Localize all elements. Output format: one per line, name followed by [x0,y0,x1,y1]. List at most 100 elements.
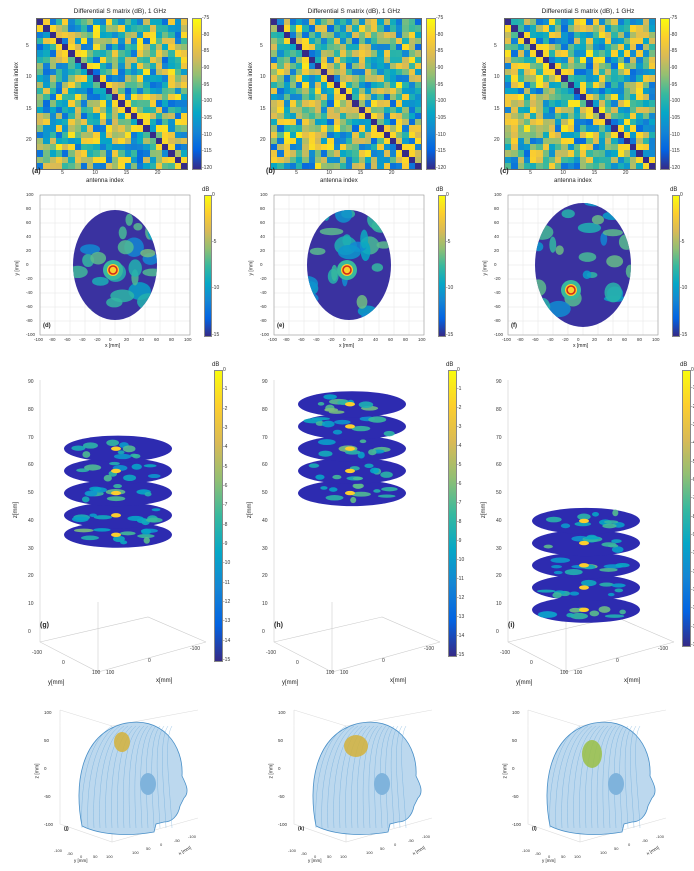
heatmap-cell [573,50,580,57]
heatmap-cell [352,156,359,163]
heatmap-cell [289,87,296,94]
target-region [344,735,368,757]
heatmap-cell [321,37,328,44]
blob [371,263,384,272]
heatmap-cell [112,162,119,169]
z-tick-label: 50 [44,738,50,743]
heatmap-cell [523,19,530,26]
heatmap-cell [542,50,549,57]
blob [356,295,368,309]
heatmap-cell [402,150,409,157]
mesh-line [99,725,125,829]
heatmap-cell [358,50,365,57]
heatmap-cell [346,25,353,32]
heatmap-cell [573,81,580,88]
heatmap-cell [339,144,346,151]
heatmap-cell [302,137,309,144]
heatmap-cell [162,37,169,44]
heatmap-cell [37,44,44,51]
slice-disk [64,521,172,548]
heatmap-cell [149,150,156,157]
heatmap-cell [105,19,112,26]
heatmap-cell [352,44,359,51]
heatmap-cell [55,19,62,26]
heatmap-cell [408,150,415,157]
heatmap-cell [68,144,75,151]
heatmap-cell [402,137,409,144]
heatmap-cell [408,81,415,88]
heatmap-cell [277,25,284,32]
heatmap-cell [630,75,637,82]
z-tick-label: 0 [496,629,499,635]
3d-axes [273,380,441,673]
heatmap-cell [389,94,396,101]
z-tick-label: 30 [262,545,268,552]
heatmap-cell [530,87,537,94]
heatmap-cell [586,31,593,38]
heatmap-cell [339,112,346,119]
colorbar-tick-label: -15 [446,332,454,338]
heatmap-cell [43,131,50,138]
heatmap-cell [296,87,303,94]
blob [625,264,631,279]
slice-stack-plot [507,380,675,673]
heatmap-cell [517,75,524,82]
heatmap-cell [383,144,390,151]
heatmap-cell [383,31,390,38]
heatmap-cell [277,112,284,119]
heatmap-cell [168,156,175,163]
heatmap-cell [302,119,309,126]
heatmap-cell [377,150,384,157]
blob [555,245,564,255]
heatmap-cell [43,62,50,69]
heatmap-cell [402,162,409,169]
heatmap-cell [617,162,624,169]
heatmap-cell [124,31,131,38]
colorbar-tick-label: -5 [223,463,228,470]
slice-disk [532,552,640,579]
heatmap-cell [62,75,69,82]
heatmap-cell [180,81,187,88]
heatmap-cell [636,69,643,76]
heatmap-cell [642,81,649,88]
x-tick-label: -40 [313,337,320,342]
heatmap-cell [112,137,119,144]
heatmap-cell [530,162,537,169]
y-tick-label: -80 [260,318,267,323]
heatmap-cell [555,50,562,57]
heatmap-cell [408,112,415,119]
heatmap-cell [74,131,81,138]
heatmap-cell [630,87,637,94]
y-tick-label: 50 [561,854,566,859]
heatmap-cell [339,106,346,113]
heatmap-cell [592,112,599,119]
heatmap-cell [592,37,599,44]
heatmap-cell [321,156,328,163]
heatmap-cell [37,37,44,44]
heatmap-cell [548,75,555,82]
heatmap-cell [592,156,599,163]
heatmap-cell [302,75,309,82]
z-axis-label: z [mm] [502,763,509,779]
x-axis-label: antenna index [320,178,358,184]
heatmap-cell [505,94,512,101]
heatmap-cell [573,31,580,38]
heatmap-cell [168,81,175,88]
heatmap-cell [573,106,580,113]
heatmap-cell [542,19,549,26]
heatmap-cell [277,50,284,57]
y-tick-label: -20 [26,276,33,281]
heatmap-cell [174,100,181,107]
z-tick-label: 60 [28,462,34,469]
heatmap-cell [168,131,175,138]
heatmap-cell [283,31,290,38]
heatmap-cell [124,156,131,163]
heatmap-cell [517,125,524,132]
heatmap-cell [93,162,100,169]
heatmap-cell [523,69,530,76]
heatmap-cell [402,62,409,69]
colorbar-tick-label: -100 [436,98,447,105]
heatmap-cell [99,137,106,144]
heatmap-cell [68,150,75,157]
heatmap-cell [333,144,340,151]
